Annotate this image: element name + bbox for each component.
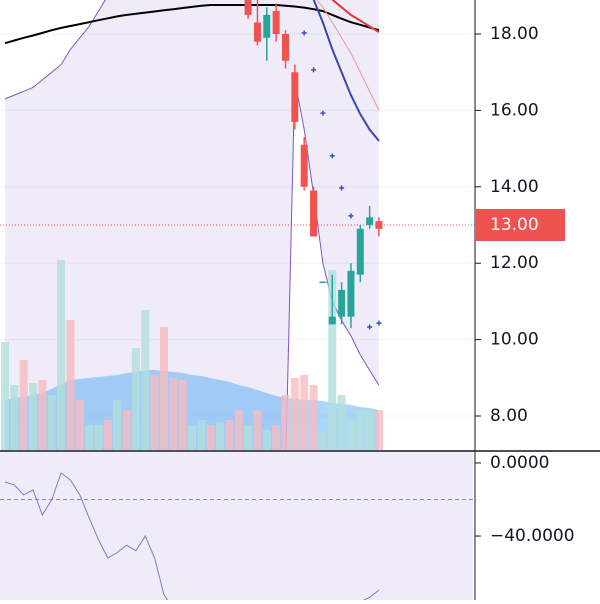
volume-bar xyxy=(159,327,168,450)
volume-bar xyxy=(19,360,28,450)
y-tick-label: 18.00 xyxy=(490,24,539,44)
volume-bar xyxy=(272,425,281,450)
volume-bar xyxy=(300,375,309,450)
volume-bar xyxy=(94,425,103,450)
volume-bar xyxy=(365,410,374,450)
candle-body xyxy=(319,281,327,284)
volume-bar xyxy=(38,380,47,450)
candle-body xyxy=(338,289,346,317)
sar-point xyxy=(367,324,373,330)
y-tick-label: 14.00 xyxy=(490,177,539,197)
volume-bar xyxy=(225,420,234,450)
volume-bar xyxy=(290,378,299,450)
candle-body xyxy=(347,270,355,317)
candle-body xyxy=(310,190,318,237)
candle-body xyxy=(263,14,271,38)
y2-tick-label: 0.0000 xyxy=(490,453,549,473)
volume-bar xyxy=(188,425,196,450)
volume-bar xyxy=(1,342,9,450)
volume-bar xyxy=(122,410,131,450)
sar-point xyxy=(311,67,317,73)
sar-point xyxy=(320,110,326,116)
candle-body xyxy=(366,217,374,225)
volume-bar xyxy=(197,420,206,450)
candle-body xyxy=(244,0,252,15)
last-price-label: 13.00 xyxy=(490,215,539,235)
volume-bar xyxy=(253,410,262,450)
candle-body xyxy=(291,72,299,122)
candle-body xyxy=(282,33,289,61)
moving-average xyxy=(331,0,380,33)
sar-point xyxy=(301,30,307,36)
volume-bar xyxy=(29,383,38,450)
volume-bar xyxy=(234,410,243,450)
sar-point xyxy=(339,185,345,191)
volume-bar xyxy=(262,430,271,450)
volume-bar xyxy=(141,310,150,450)
sar-point xyxy=(376,320,382,326)
oscillator-fill xyxy=(0,452,473,600)
volume-bar xyxy=(337,395,346,450)
candle-body xyxy=(272,11,280,34)
band-upper xyxy=(4,0,106,100)
volume-bar xyxy=(309,385,318,450)
sar-point xyxy=(329,153,335,159)
price-pane xyxy=(0,0,475,450)
moving-average xyxy=(312,0,380,142)
oscillator-line xyxy=(4,472,380,600)
volume-bar xyxy=(66,320,75,450)
volume-bar xyxy=(57,260,66,450)
volume-bar xyxy=(328,270,337,450)
volume-bar xyxy=(375,410,383,450)
volume-bar xyxy=(150,375,159,450)
volume-bar xyxy=(10,385,19,450)
y-tick-label: 12.00 xyxy=(490,253,539,273)
price-axis: 18.00 16.00 14.00 12.00 10.00 8.00 13.00 0.0000… xyxy=(475,24,575,546)
candle-body xyxy=(356,228,364,275)
volume-bar xyxy=(85,425,94,450)
volume-bar xyxy=(216,422,225,450)
volume-bar xyxy=(318,432,327,450)
volume-bar xyxy=(346,420,355,450)
volume-bar xyxy=(75,400,84,450)
candle-body xyxy=(300,144,308,187)
volume-bar xyxy=(356,410,365,450)
y-tick-label: 10.00 xyxy=(490,330,539,350)
oscillator-pane xyxy=(0,452,473,600)
volume-bar xyxy=(103,420,112,450)
y-tick-label: 16.00 xyxy=(490,100,539,120)
volume-bar xyxy=(113,400,122,450)
volume-bar xyxy=(206,425,215,450)
volume-bar xyxy=(131,348,140,450)
volume-bar xyxy=(244,425,253,450)
volume-bar xyxy=(281,395,290,450)
volume-bar xyxy=(47,395,56,450)
last-price-box xyxy=(476,209,565,241)
candle-body xyxy=(253,22,261,42)
volume-bar xyxy=(169,378,178,450)
moving-average xyxy=(316,0,380,111)
y2-tick-label: −40.0000 xyxy=(490,526,575,546)
sar-point xyxy=(348,213,354,219)
y-tick-label: 8.00 xyxy=(490,406,528,426)
candle-body xyxy=(328,316,336,325)
volume-bar xyxy=(178,380,187,450)
candle-body xyxy=(375,221,383,229)
